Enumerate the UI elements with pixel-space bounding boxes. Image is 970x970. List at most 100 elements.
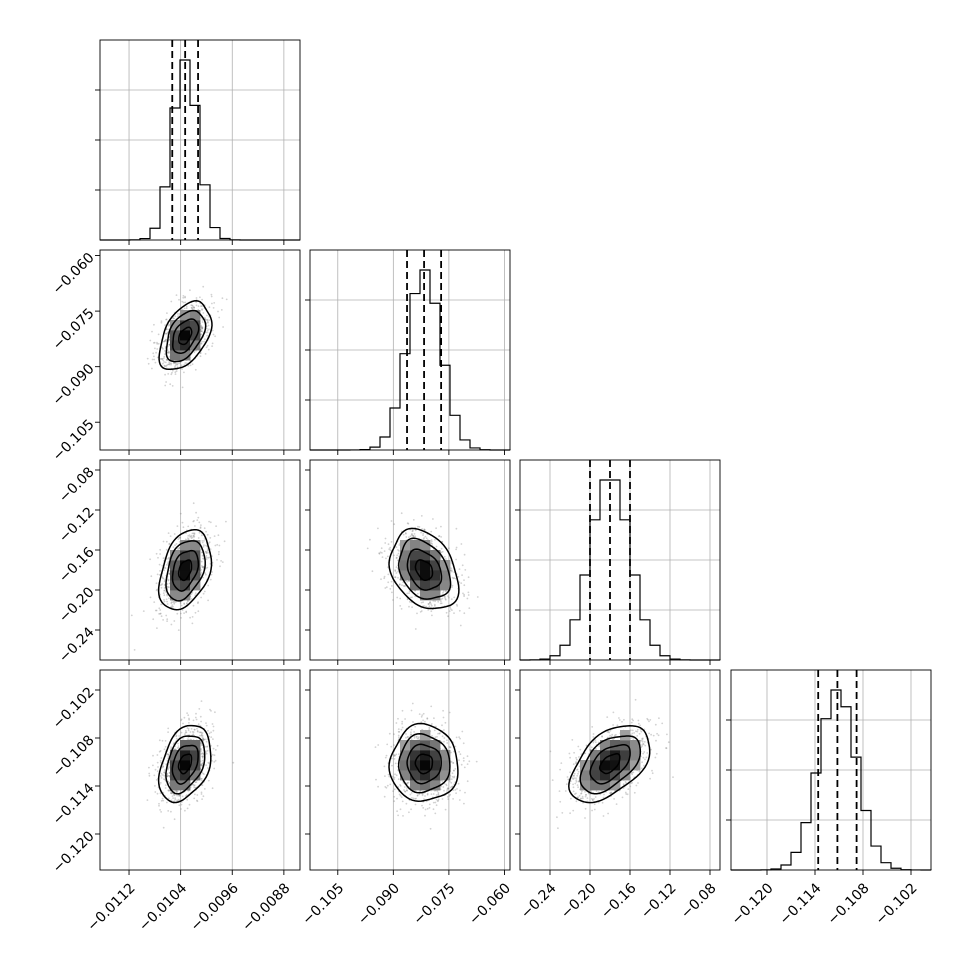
scatter-point [211, 302, 213, 305]
scatter-point [387, 773, 390, 776]
scatter-point [387, 543, 390, 546]
scatter-point [200, 524, 202, 526]
scatter-point [196, 794, 199, 796]
scatter-point [202, 566, 205, 569]
scatter-point [584, 791, 586, 793]
scatter-point [217, 534, 220, 537]
scatter-point [398, 544, 401, 546]
scatter-point [457, 782, 460, 785]
scatter-point [467, 591, 470, 594]
scatter-point [384, 587, 387, 589]
scatter-point [446, 796, 449, 798]
scatter-point [153, 341, 156, 344]
scatter-point [172, 317, 174, 320]
scatter-point [445, 611, 448, 614]
scatter-point [410, 808, 412, 811]
scatter-point [152, 754, 154, 757]
scatter-point [162, 619, 165, 621]
scatter-point [383, 575, 386, 578]
scatter-point [374, 746, 377, 748]
scatter-point [199, 715, 202, 718]
scatter-point [443, 740, 445, 743]
scatter-point [174, 373, 177, 375]
scatter-point [170, 601, 173, 603]
scatter-point [459, 753, 462, 756]
scatter-point [201, 534, 203, 537]
scatter-point [463, 802, 465, 805]
scatter-point [187, 525, 190, 528]
scatter-point [398, 550, 400, 552]
scatter-point [390, 520, 393, 522]
scatter-point [397, 717, 399, 720]
scatter-point [399, 605, 402, 607]
scatter-point [181, 609, 184, 611]
scatter-point [201, 326, 203, 329]
scatter-point [188, 803, 191, 806]
scatter-point [418, 713, 421, 715]
scatter-point [442, 590, 445, 592]
scatter-point [175, 601, 177, 603]
scatter-point [183, 716, 186, 719]
scatter-point [175, 362, 178, 365]
scatter-point [160, 321, 163, 324]
scatter-point [195, 301, 198, 304]
scatter-point [173, 620, 176, 622]
scatter-point [174, 364, 177, 366]
scatter-point [198, 708, 201, 710]
scatter-point [173, 533, 176, 535]
scatter-point [452, 798, 454, 800]
scatter-point [182, 295, 185, 297]
scatter-point [392, 599, 394, 601]
scatter-point [423, 528, 426, 531]
scatter-point [197, 610, 200, 613]
scatter-point [412, 721, 414, 723]
scatter-point [158, 739, 161, 742]
scatter-point [166, 618, 169, 621]
scatter-point [412, 535, 415, 537]
scatter-point [197, 723, 200, 726]
scatter-point [210, 295, 213, 298]
scatter-point [453, 577, 456, 579]
density-cell [170, 560, 181, 571]
scatter-point [194, 525, 196, 527]
scatter-point [578, 794, 581, 797]
scatter-point [163, 355, 166, 358]
axes-frame-2-0 [99, 459, 301, 661]
scatter-point [451, 586, 453, 589]
scatter-point [196, 799, 198, 802]
scatter-point [183, 603, 186, 605]
scatter-point [400, 608, 403, 610]
scatter-point [594, 796, 597, 798]
scatter-point [167, 731, 170, 733]
scatter-point [168, 573, 171, 576]
scatter-point [212, 738, 214, 740]
scatter-point [201, 759, 204, 762]
scatter-point [411, 530, 414, 533]
scatter-point [164, 332, 167, 335]
scatter-point [460, 582, 463, 584]
scatter-point [152, 618, 155, 621]
scatter-point [164, 324, 167, 326]
scatter-point [200, 720, 203, 723]
scatter-point [627, 788, 630, 790]
scatter-point [200, 791, 203, 794]
scatter-point [443, 737, 446, 739]
scatter-point [205, 558, 208, 561]
scatter-point [435, 545, 438, 548]
scatter-point [191, 307, 193, 309]
density-cell [180, 340, 191, 351]
scatter-point [201, 798, 204, 800]
scatter-point [197, 305, 200, 308]
scatter-point [447, 595, 449, 597]
axes-frame-1-0 [99, 249, 301, 451]
scatter-point [204, 573, 207, 576]
scatter-point [405, 532, 407, 535]
scatter-point [190, 593, 193, 595]
scatter-point [208, 306, 211, 309]
scatter-point [197, 516, 200, 519]
scatter-point [400, 512, 403, 515]
scatter-point [203, 590, 206, 593]
scatter-point [193, 728, 196, 731]
scatter-point [162, 592, 165, 594]
scatter-point [177, 315, 179, 318]
